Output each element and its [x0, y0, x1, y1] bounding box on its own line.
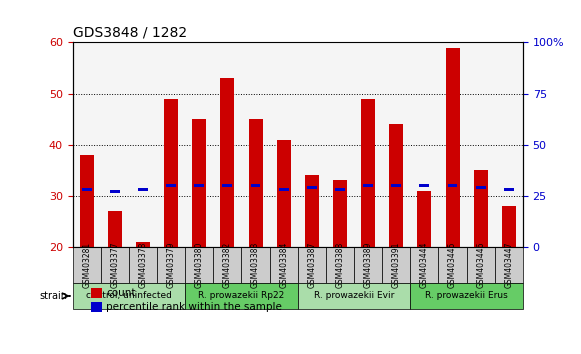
Text: GSM403389: GSM403389: [364, 242, 372, 288]
FancyBboxPatch shape: [242, 247, 270, 283]
Bar: [249, 119, 263, 247]
Bar: [270, 42, 297, 247]
Text: GSM403384: GSM403384: [279, 242, 288, 288]
Bar: [194, 184, 204, 187]
Text: GSM403447: GSM403447: [504, 242, 514, 289]
Bar: [502, 206, 516, 247]
FancyBboxPatch shape: [467, 247, 495, 283]
Text: GSM403281: GSM403281: [82, 242, 91, 288]
Bar: [439, 42, 467, 247]
Bar: [157, 42, 185, 247]
FancyBboxPatch shape: [185, 247, 213, 283]
Bar: [166, 184, 176, 187]
Bar: [213, 42, 242, 247]
FancyBboxPatch shape: [410, 283, 523, 309]
Bar: [277, 139, 290, 247]
Bar: [354, 42, 382, 247]
Bar: [242, 42, 270, 247]
FancyBboxPatch shape: [73, 283, 185, 309]
Bar: [447, 184, 457, 187]
FancyBboxPatch shape: [101, 247, 129, 283]
Bar: [80, 155, 94, 247]
Bar: [101, 42, 129, 247]
Text: GSM403444: GSM403444: [420, 242, 429, 289]
Bar: [279, 188, 289, 191]
Text: R. prowazekii Rp22: R. prowazekii Rp22: [198, 291, 285, 301]
Text: strain: strain: [39, 291, 67, 301]
Bar: [307, 186, 317, 189]
Bar: [389, 124, 403, 247]
Bar: [335, 188, 345, 191]
Text: GDS3848 / 1282: GDS3848 / 1282: [73, 26, 187, 40]
FancyBboxPatch shape: [213, 247, 242, 283]
Text: GSM403378: GSM403378: [138, 242, 148, 288]
Bar: [110, 190, 120, 193]
Bar: [363, 184, 373, 187]
Text: GSM403391: GSM403391: [392, 242, 401, 288]
Bar: [476, 186, 486, 189]
Bar: [410, 42, 439, 247]
FancyBboxPatch shape: [297, 247, 326, 283]
Bar: [305, 175, 319, 247]
Bar: [73, 42, 101, 247]
FancyBboxPatch shape: [410, 247, 439, 283]
Bar: [129, 42, 157, 247]
Text: percentile rank within the sample: percentile rank within the sample: [106, 302, 282, 312]
FancyBboxPatch shape: [185, 283, 297, 309]
FancyBboxPatch shape: [297, 283, 410, 309]
Bar: [82, 188, 92, 191]
Bar: [138, 188, 148, 191]
Bar: [326, 42, 354, 247]
Bar: [91, 302, 102, 312]
FancyBboxPatch shape: [495, 247, 523, 283]
Text: GSM403446: GSM403446: [476, 242, 485, 289]
Bar: [91, 288, 102, 298]
Text: R. prowazekii Erus: R. prowazekii Erus: [425, 291, 508, 301]
Bar: [297, 42, 326, 247]
FancyBboxPatch shape: [326, 247, 354, 283]
Text: GSM403379: GSM403379: [167, 242, 175, 289]
Text: GSM403388: GSM403388: [335, 242, 345, 288]
Bar: [504, 188, 514, 191]
Bar: [223, 184, 232, 187]
Bar: [108, 211, 122, 247]
Bar: [136, 242, 150, 247]
Text: GSM403382: GSM403382: [223, 242, 232, 288]
FancyBboxPatch shape: [129, 247, 157, 283]
FancyBboxPatch shape: [157, 247, 185, 283]
Bar: [474, 170, 487, 247]
Text: GSM403387: GSM403387: [307, 242, 316, 288]
FancyBboxPatch shape: [354, 247, 382, 283]
Bar: [495, 42, 523, 247]
Text: count: count: [106, 288, 136, 298]
Bar: [419, 184, 429, 187]
Bar: [361, 99, 375, 247]
FancyBboxPatch shape: [73, 247, 101, 283]
Text: GSM403383: GSM403383: [251, 242, 260, 288]
Bar: [164, 99, 178, 247]
Text: GSM403377: GSM403377: [110, 242, 119, 289]
Bar: [250, 184, 260, 187]
Text: R. prowazekii Evir: R. prowazekii Evir: [314, 291, 394, 301]
FancyBboxPatch shape: [382, 247, 410, 283]
Text: GSM403380: GSM403380: [195, 242, 204, 288]
Bar: [192, 119, 206, 247]
Bar: [392, 184, 401, 187]
FancyBboxPatch shape: [439, 247, 467, 283]
Bar: [382, 42, 410, 247]
Bar: [467, 42, 495, 247]
Bar: [417, 191, 432, 247]
Bar: [185, 42, 213, 247]
FancyBboxPatch shape: [270, 247, 297, 283]
Bar: [333, 181, 347, 247]
Text: control, uninfected: control, uninfected: [86, 291, 172, 301]
Bar: [220, 78, 235, 247]
Text: GSM403445: GSM403445: [448, 242, 457, 289]
Bar: [446, 47, 460, 247]
